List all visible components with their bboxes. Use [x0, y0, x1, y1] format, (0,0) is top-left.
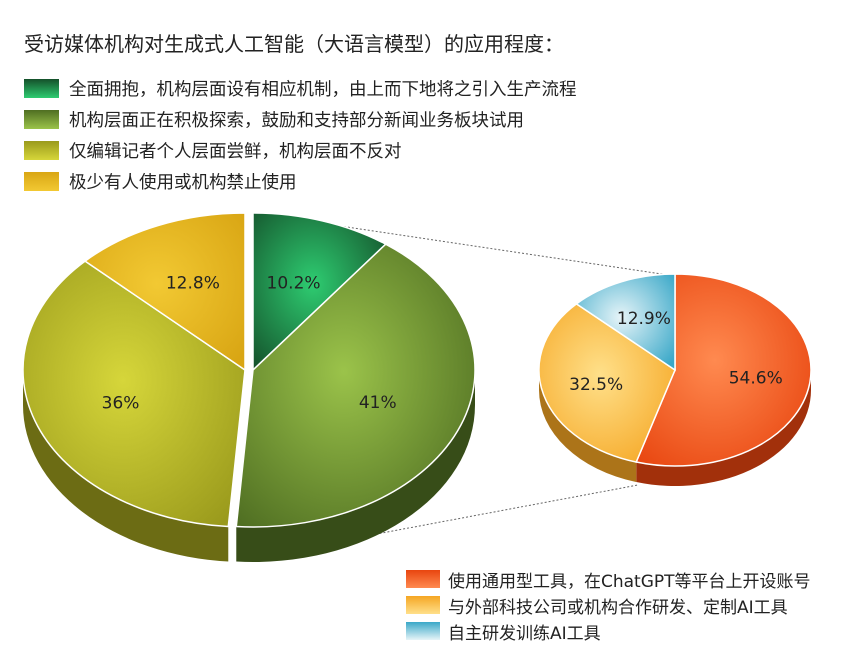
- pie-slice-side: [636, 370, 811, 487]
- legend-swatch: [24, 79, 59, 98]
- pie-tops: [22, 212, 476, 528]
- legend-main: 全面拥抱，机构层面设有相应机制，由上而下地将之引入生产流程 机构层面正在积极探索…: [24, 73, 577, 197]
- legend-label: 使用通用型工具，在ChatGPT等平台上开设账号: [448, 571, 811, 592]
- data-label: 36%: [102, 394, 140, 414]
- pie-sides: [539, 370, 811, 487]
- legend-swatch: [406, 570, 440, 588]
- chart-title: 受访媒体机构对生成式人工智能（大语言模型）的应用程度：: [24, 32, 564, 56]
- pie-slice-side: [23, 370, 229, 562]
- pie-tops: [538, 273, 812, 467]
- legend-swatch: [406, 622, 440, 640]
- pie-slice: [575, 273, 676, 372]
- pie-slice: [538, 302, 676, 463]
- legend-item: 使用通用型工具，在ChatGPT等平台上开设账号: [406, 566, 811, 592]
- pie-slice: [235, 243, 476, 528]
- data-label: 41%: [359, 393, 397, 413]
- connector-line-top: [252, 212, 676, 277]
- legend-label: 全面拥抱，机构层面设有相应机制，由上而下地将之引入生产流程: [69, 80, 577, 100]
- pie-slice: [635, 273, 812, 467]
- pie-slice: [22, 260, 246, 528]
- pie-slice-side: [539, 370, 637, 483]
- legend-item: 极少有人使用或机构禁止使用: [24, 166, 577, 197]
- legend-item: 与外部科技公司或机构合作研发、定制AI工具: [406, 592, 811, 618]
- data-label: 32.5%: [569, 375, 623, 395]
- pie-sides: [23, 370, 475, 562]
- legend-label: 仅编辑记者个人层面尝鲜，机构层面不反对: [69, 142, 402, 162]
- legend-item: 仅编辑记者个人层面尝鲜，机构层面不反对: [24, 135, 577, 166]
- legend-swatch: [406, 596, 440, 614]
- legend-label: 极少有人使用或机构禁止使用: [69, 173, 297, 193]
- legend-sub: 使用通用型工具，在ChatGPT等平台上开设账号 与外部科技公司或机构合作研发、…: [406, 566, 811, 644]
- legend-swatch: [24, 172, 59, 191]
- data-label: 12.8%: [166, 273, 220, 293]
- legend-label: 机构层面正在积极探索，鼓励和支持部分新闻业务板块试用: [69, 111, 524, 131]
- legend-item: 机构层面正在积极探索，鼓励和支持部分新闻业务板块试用: [24, 104, 577, 135]
- legend-swatch: [24, 141, 59, 160]
- legend-swatch: [24, 110, 59, 129]
- data-label: 10.2%: [267, 274, 321, 294]
- pie-slice: [83, 212, 246, 372]
- legend-item: 自主研发训练AI工具: [406, 618, 811, 644]
- pie-slice: [252, 212, 388, 372]
- data-label: 54.6%: [729, 368, 783, 388]
- pie-slice-side: [236, 370, 475, 562]
- legend-label: 与外部科技公司或机构合作研发、定制AI工具: [448, 597, 788, 618]
- legend-label: 自主研发训练AI工具: [448, 623, 601, 644]
- legend-item: 全面拥抱，机构层面设有相应机制，由上而下地将之引入生产流程: [24, 73, 577, 104]
- data-label: 12.9%: [617, 309, 671, 329]
